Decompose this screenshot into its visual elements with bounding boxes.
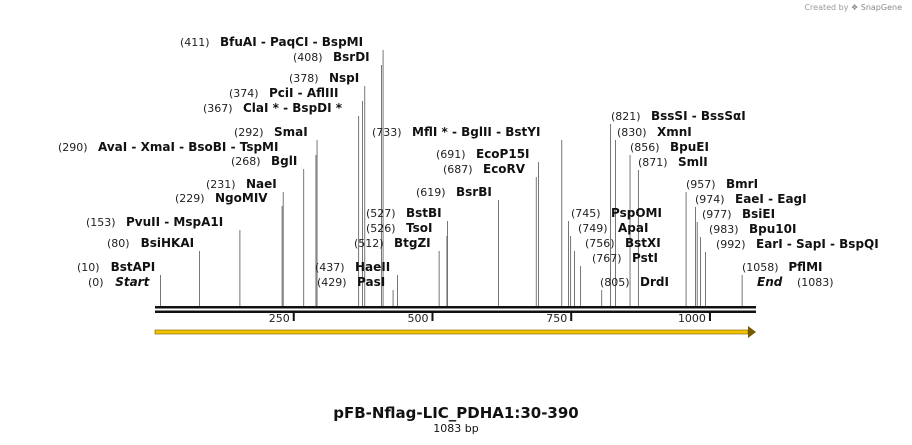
site-position: (957) <box>686 178 716 191</box>
site-name: End <box>757 275 783 289</box>
snapgene-credit: Created by ❖ SnapGene <box>804 3 902 12</box>
site-position: (374) <box>229 87 259 100</box>
site-name: ApaI <box>618 221 648 235</box>
scale-tick-label: 250 <box>269 312 290 325</box>
site-position: (977) <box>702 208 732 221</box>
site-name: MflI * - BglII - BstYI <box>412 125 540 139</box>
site-name: PciI - AflIII <box>269 86 338 100</box>
site-position: (733) <box>372 126 402 139</box>
site-position: (292) <box>234 126 264 139</box>
site-name: BsrBI <box>456 185 492 199</box>
site-position: (367) <box>203 102 233 115</box>
site-name: BglI <box>271 154 297 168</box>
site-position: (527) <box>366 207 396 220</box>
feature-arrow-body <box>154 329 749 335</box>
site-name: BsiHKAI <box>141 236 195 250</box>
site-position: (1058) <box>742 261 779 274</box>
site-name: BpuEI <box>670 140 709 154</box>
site-position: (856) <box>630 141 660 154</box>
site-position: (745) <box>571 207 601 220</box>
snapgene-logo-icon: ❖ <box>851 3 859 12</box>
site-position: (378) <box>289 72 319 85</box>
site-name: PvuII - MspA1I <box>126 215 223 229</box>
site-position: (229) <box>175 192 205 205</box>
site-position: (268) <box>231 155 261 168</box>
site-name: PstI <box>632 251 658 265</box>
site-position: (1083) <box>797 276 834 289</box>
backbone-top <box>155 306 756 309</box>
site-name: BsiEI <box>742 207 775 221</box>
site-name: TsoI <box>406 221 432 235</box>
site-position: (821) <box>611 110 641 123</box>
site-position: (749) <box>578 222 608 235</box>
site-name: SmlI <box>678 155 708 169</box>
site-position: (871) <box>638 156 668 169</box>
site-position: (231) <box>206 178 236 191</box>
site-position: (992) <box>716 238 746 251</box>
site-position: (408) <box>293 51 323 64</box>
site-position: (983) <box>709 223 739 236</box>
site-name: NgoMIV <box>215 191 268 205</box>
site-name: Bpu10I <box>749 222 796 236</box>
site-name: BssSI - BssSαI <box>651 109 746 123</box>
site-name: BstBI <box>406 206 442 220</box>
site-name: EarI - SapI - BspQI <box>756 237 879 251</box>
linear-map: 250 500 750 1000 (0) Start (10) BstAPI (80) BsiHK… <box>58 35 879 338</box>
site-name: SmaI <box>274 125 308 139</box>
site-position: (691) <box>436 148 466 161</box>
site-position: (830) <box>617 126 647 139</box>
site-name: BmrI <box>726 177 758 191</box>
site-name: PspOMI <box>611 206 662 220</box>
site-name: XmnI <box>657 125 692 139</box>
scale-tick-label: 500 <box>407 312 428 325</box>
scale-tick-label: 1000 <box>678 312 706 325</box>
site-name: DrdI <box>640 275 669 289</box>
site-name: PflMI <box>788 260 822 274</box>
site-position: (512) <box>354 237 384 250</box>
site-position: (80) <box>107 237 130 250</box>
credit-prefix: Created by <box>804 3 849 12</box>
site-name: AvaI - XmaI - BsoBI - TspMI <box>98 140 278 154</box>
map-title: pFB-Nflag-LIC_PDHA1:30-390 <box>333 404 579 422</box>
site-name: BsrDI <box>333 50 370 64</box>
credit-brand: SnapGene <box>860 3 902 12</box>
site-name: EcoP15I <box>476 147 530 161</box>
site-position: (411) <box>180 36 210 49</box>
site-position: (153) <box>86 216 116 229</box>
site-position: (805) <box>600 276 630 289</box>
site-name: BtgZI <box>394 236 431 250</box>
site-position: (437) <box>315 261 345 274</box>
site-position: (429) <box>317 276 347 289</box>
site-position: (619) <box>416 186 446 199</box>
site-name: BfuAI - PaqCI - BspMI <box>220 35 363 49</box>
site-name: NspI <box>329 71 359 85</box>
sequence-length: 1083 bp <box>433 422 479 435</box>
site-name: NaeI <box>246 177 277 191</box>
site-name: HaeII <box>355 260 390 274</box>
site-name: ClaI * - BspDI * <box>243 101 343 115</box>
site-position: (10) <box>77 261 100 274</box>
site-name: EaeI - EagI <box>735 192 807 206</box>
site-position: (0) <box>88 276 104 289</box>
site-name: Start <box>115 275 150 289</box>
feature-arrow-head <box>748 326 756 338</box>
site-position: (687) <box>443 163 473 176</box>
scale-tick-label: 750 <box>546 312 567 325</box>
site-name: EcoRV <box>483 162 526 176</box>
site-position: (526) <box>366 222 396 235</box>
site-name: BstAPI <box>111 260 156 274</box>
site-name: PasI <box>357 275 385 289</box>
site-name: BstXI <box>625 236 661 250</box>
site-position: (767) <box>592 252 622 265</box>
site-position: (974) <box>695 193 725 206</box>
site-position: (290) <box>58 141 88 154</box>
site-position: (756) <box>585 237 615 250</box>
backbone-bottom <box>155 310 756 313</box>
